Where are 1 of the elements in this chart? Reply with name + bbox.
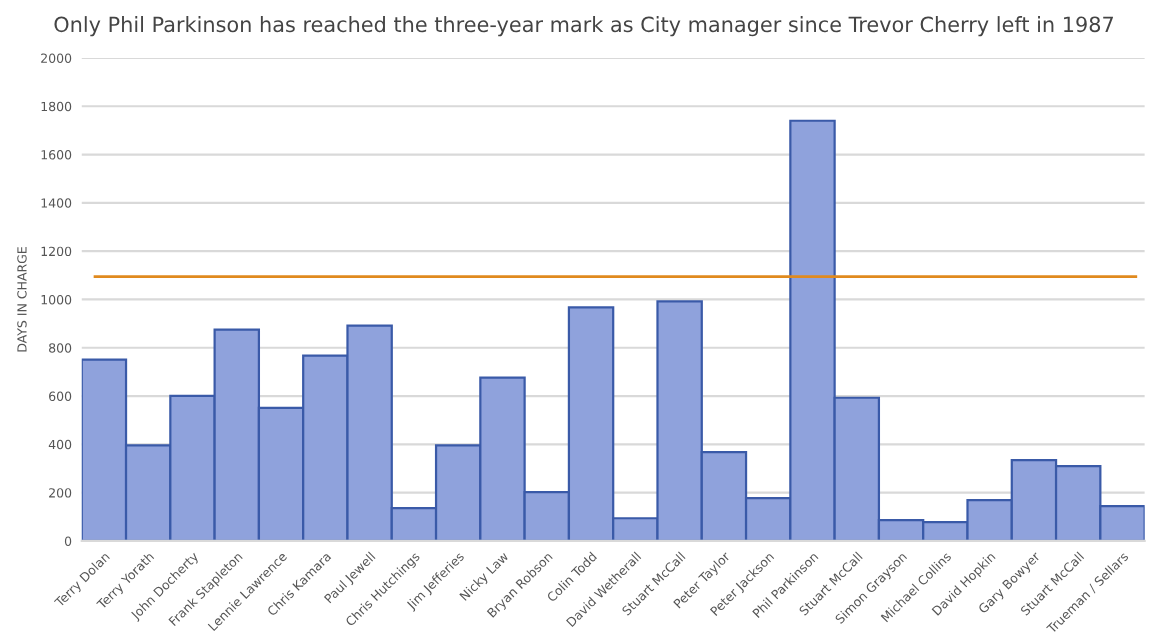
chart-title: Only Phil Parkinson has reached the three-year mark as City manager since Trevor Cherry left in 1987 (54, 16, 1113, 37)
